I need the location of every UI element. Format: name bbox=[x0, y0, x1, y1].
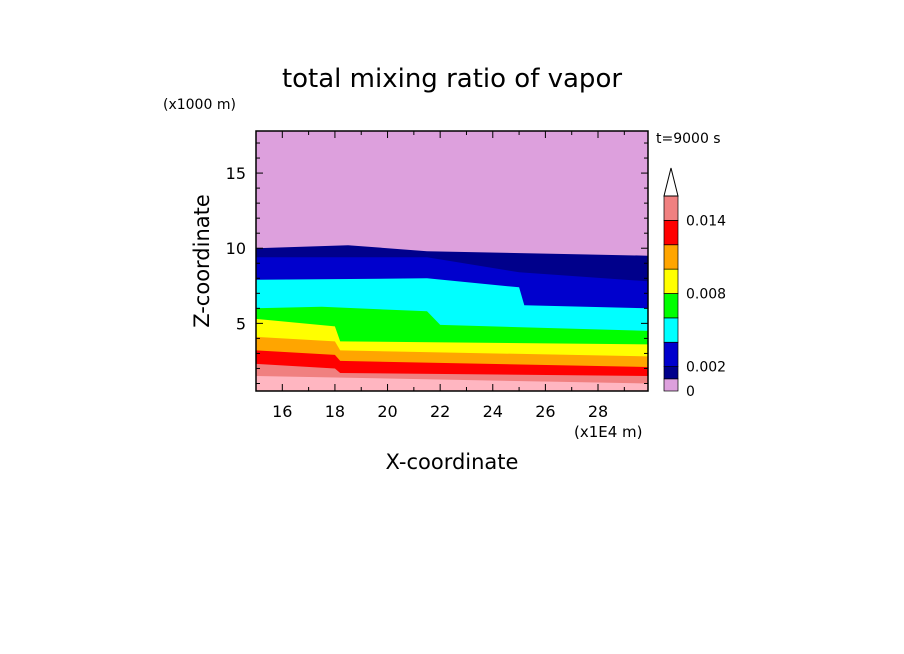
plot-frame bbox=[255, 130, 649, 392]
y-axis: 5 10 15 bbox=[226, 142, 648, 384]
colorbar-tick-label-0: 0 bbox=[686, 384, 695, 400]
colorbar-extend-arrow bbox=[663, 167, 679, 197]
x-tick-label-0: 16 bbox=[272, 402, 292, 421]
y-tick-label-2: 15 bbox=[226, 164, 246, 183]
colorbar-segment-8 bbox=[663, 195, 679, 221]
colorbar-segment-4 bbox=[663, 293, 679, 319]
contour-band-9 bbox=[256, 376, 648, 391]
x-tick-label-2: 20 bbox=[377, 402, 397, 421]
colorbar-tick-label-3: 0.014 bbox=[686, 213, 726, 229]
colorbar-tick-label-1: 0.002 bbox=[686, 360, 726, 376]
colorbar: 0 0.002 0.008 0.014 bbox=[663, 167, 726, 400]
x-tick-label-1: 18 bbox=[325, 402, 345, 421]
colorbar-segment-0 bbox=[663, 378, 679, 392]
chart-title: total mixing ratio of vapor bbox=[282, 64, 622, 94]
y-axis-label: Z-coordinate bbox=[190, 194, 214, 328]
colorbar-segment-1 bbox=[663, 366, 679, 380]
colorbar-segment-3 bbox=[663, 317, 679, 343]
y-unit-label: (x1000 m) bbox=[163, 97, 236, 113]
y-tick-label-1: 10 bbox=[226, 239, 246, 258]
plot-area bbox=[255, 130, 649, 392]
colorbar-tick-label-2: 0.008 bbox=[686, 287, 726, 303]
x-axis: 16 18 20 22 24 26 28 bbox=[255, 131, 625, 421]
x-tick-label-6: 28 bbox=[588, 402, 608, 421]
colorbar-segment-7 bbox=[663, 220, 679, 246]
time-label: t=9000 s bbox=[656, 131, 721, 147]
y-tick-label-0: 5 bbox=[236, 314, 246, 333]
x-tick-label-3: 22 bbox=[430, 402, 450, 421]
colorbar-segment-2 bbox=[663, 341, 679, 367]
x-tick-label-4: 24 bbox=[483, 402, 503, 421]
colorbar-segment-6 bbox=[663, 244, 679, 270]
colorbar-segment-5 bbox=[663, 268, 679, 294]
x-axis-label: X-coordinate bbox=[386, 450, 519, 474]
x-tick-label-5: 26 bbox=[535, 402, 555, 421]
x-unit-label: (x1E4 m) bbox=[574, 423, 643, 441]
